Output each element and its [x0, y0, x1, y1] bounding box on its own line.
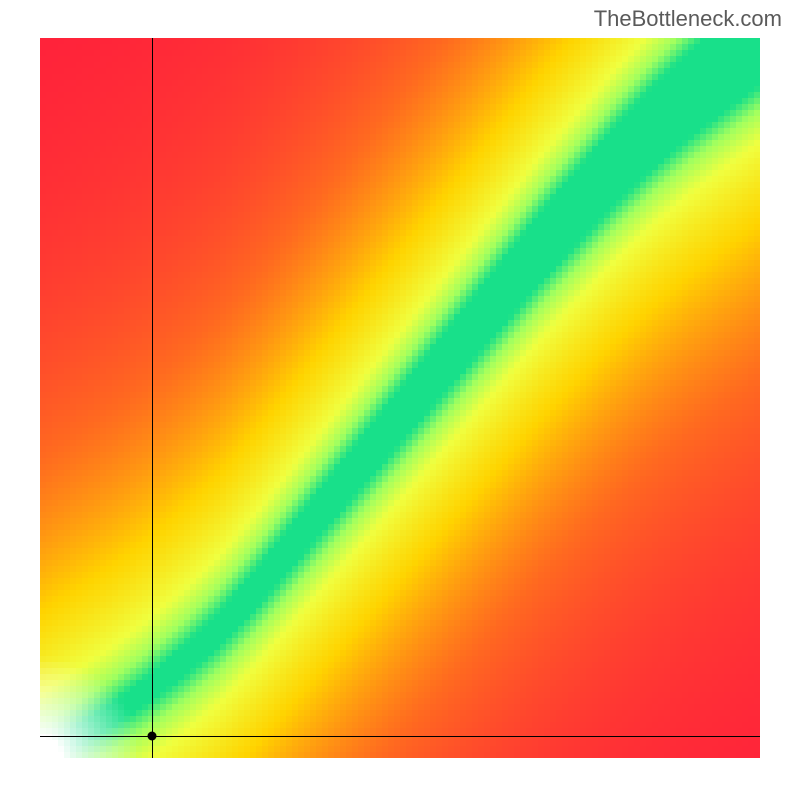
watermark-text: TheBottleneck.com [594, 6, 782, 32]
chart-container: TheBottleneck.com [0, 0, 800, 800]
heatmap-canvas [40, 38, 760, 758]
marker-dot [147, 732, 156, 741]
heatmap-chart [40, 38, 760, 758]
crosshair-vertical [152, 38, 153, 758]
